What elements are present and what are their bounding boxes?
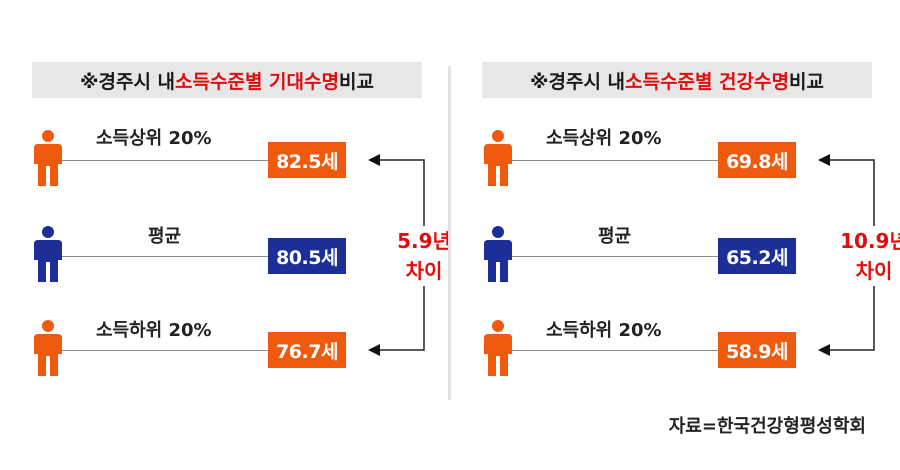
value-box: 65.2세 [718,238,796,274]
row-label: 평균 [598,226,632,247]
difference-word: 차이 [855,259,893,283]
panel-divider [448,66,451,400]
difference-value: 10.9년 [840,229,900,253]
person-icon [484,320,512,376]
person-icon [34,130,62,186]
value-box: 82.5세 [268,142,346,178]
value-box: 58.9세 [718,332,796,368]
row-label: 소득상위 20% [546,128,662,149]
title-suffix: 비교 [338,70,374,93]
arrow-head-bottom [368,344,380,356]
panel-title: ※경주시 내 소득수준별 기대수명 비교 [32,62,422,98]
title-prefix: ※경주시 내 [530,70,626,93]
row-connector-line [512,256,722,257]
difference-word: 차이 [405,259,443,283]
title-highlight: 소득수준별 건강수명 [625,70,789,93]
row-connector-line [512,160,722,161]
row-connector-line [62,350,272,351]
source-note: 자료=한국건강형평성학회 [668,416,866,437]
value-box: 80.5세 [268,238,346,274]
difference-value: 5.9년 [397,229,451,253]
row-label: 소득상위 20% [96,128,212,149]
title-suffix: 비교 [788,70,824,93]
row-connector-line [62,256,272,257]
value-box: 76.7세 [268,332,346,368]
person-icon [484,130,512,186]
row-connector-line [512,350,722,351]
row-label: 평균 [148,226,182,247]
panel-title: ※경주시 내 소득수준별 건강수명 비교 [482,62,872,98]
row-label: 소득하위 20% [96,320,212,341]
arrow-head-top [818,154,830,166]
title-highlight: 소득수준별 기대수명 [175,70,339,93]
value-box: 69.8세 [718,142,796,178]
row-label: 소득하위 20% [546,320,662,341]
person-icon [484,226,512,282]
person-icon [34,320,62,376]
arrow-head-bottom [818,344,830,356]
arrow-head-top [368,154,380,166]
title-prefix: ※경주시 내 [80,70,176,93]
row-connector-line [62,160,272,161]
person-icon [34,226,62,282]
